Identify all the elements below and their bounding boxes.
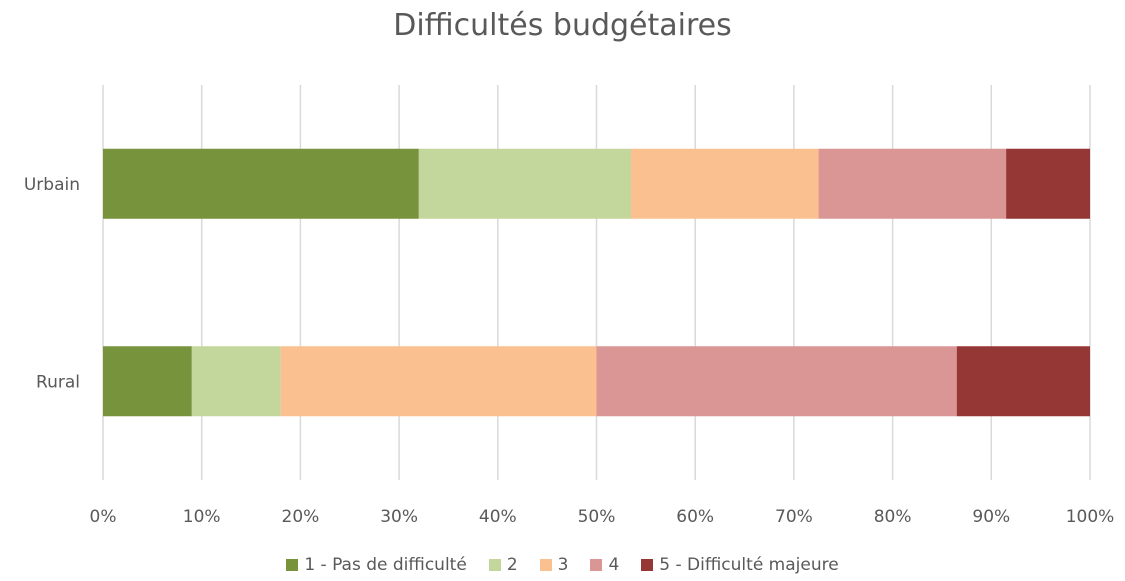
x-tick-label: 90% [972, 507, 1010, 527]
bar-segment [818, 148, 1007, 219]
legend-swatch [539, 559, 552, 571]
bar-segment [103, 346, 192, 417]
legend-label: 3 [557, 555, 569, 575]
x-tick-label: 100% [1066, 507, 1115, 527]
legend: 1 - Pas de difficulté 2 3 4 5 - Difficulté m… [0, 555, 1125, 575]
legend-swatch [286, 559, 299, 571]
legend-item: 2 [488, 555, 518, 575]
x-tick-label: 80% [874, 507, 912, 527]
legend-swatch [641, 559, 654, 571]
legend-item: 1 - Pas de difficulté [286, 555, 467, 575]
x-tick-label: 30% [380, 507, 418, 527]
x-tick-label: 50% [578, 507, 616, 527]
bar-segment [956, 346, 1090, 417]
x-tick-label: 40% [479, 507, 517, 527]
category-label: Urbain [24, 175, 80, 195]
bar-segment [631, 148, 819, 219]
legend-label: 5 - Difficulté majeure [659, 555, 839, 575]
legend-item: 5 - Difficulté majeure [641, 555, 839, 575]
bar-segment [418, 148, 632, 219]
chart-plot: 0% 10% 20% 30% 40% 50% 60% 70% 80% 90% 100% Urbain R… [24, 85, 1115, 527]
legend-swatch [488, 559, 501, 571]
legend-item: 4 [590, 555, 619, 575]
legend-label: 4 [608, 555, 620, 575]
bar-segment [103, 148, 419, 219]
x-tick-label: 10% [183, 507, 221, 527]
legend-label: 2 [506, 555, 518, 575]
legend-swatch [590, 559, 603, 571]
chart-title: Difficultés budgétaires [393, 8, 732, 43]
legend-label: 1 - Pas de difficulté [304, 555, 467, 575]
bar-segment [280, 346, 597, 417]
bar-segment [596, 346, 957, 417]
x-tick-label: 20% [282, 507, 320, 527]
legend-item: 3 [539, 555, 569, 575]
category-label: Rural [36, 372, 80, 392]
bar-segment [1006, 148, 1090, 219]
bar-segment [191, 346, 281, 417]
x-tick-label: 0% [90, 507, 117, 527]
x-tick-label: 70% [775, 507, 813, 527]
x-tick-label: 60% [676, 507, 714, 527]
